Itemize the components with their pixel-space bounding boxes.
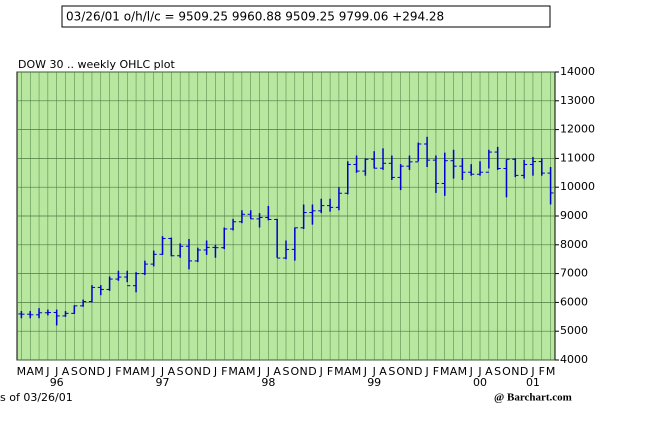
- x-tick-label: O: [79, 365, 88, 378]
- y-tick-label: 9000: [560, 209, 588, 222]
- x-tick-label: A: [62, 365, 70, 378]
- x-tick-label: O: [290, 365, 299, 378]
- x-tick-label: N: [194, 365, 202, 378]
- x-tick-label: J: [372, 365, 376, 378]
- year-label: 97: [156, 376, 170, 389]
- x-tick-label: F: [433, 365, 439, 378]
- x-tick-label: A: [26, 365, 34, 378]
- x-tick-label: N: [300, 365, 308, 378]
- x-tick-label: J: [213, 365, 217, 378]
- x-tick-label: M: [334, 365, 344, 378]
- x-tick-label: A: [450, 365, 458, 378]
- header-text: 03/26/01 o/h/l/c = 9509.25 9960.88 9509.…: [66, 10, 444, 24]
- x-tick-label: J: [257, 365, 261, 378]
- x-tick-label: A: [273, 365, 281, 378]
- x-tick-label: A: [379, 365, 387, 378]
- x-tick-label: J: [477, 365, 481, 378]
- x-tick-label: J: [107, 365, 111, 378]
- x-tick-label: S: [71, 365, 78, 378]
- x-tick-label: M: [458, 365, 468, 378]
- x-tick-label: M: [352, 365, 362, 378]
- x-tick-label: J: [266, 365, 270, 378]
- x-tick-label: M: [246, 365, 256, 378]
- x-tick-label: O: [396, 365, 405, 378]
- x-tick-label: D: [414, 365, 422, 378]
- y-tick-label: 14000: [560, 65, 595, 78]
- x-tick-label: D: [308, 365, 316, 378]
- year-label: 01: [526, 376, 540, 389]
- x-tick-label: M: [228, 365, 238, 378]
- x-tick-label: D: [202, 365, 210, 378]
- chart-title: DOW 30 .. weekly OHLC plot: [18, 58, 175, 71]
- x-tick-label: J: [424, 365, 428, 378]
- footer: s of 03/26/01: [0, 391, 73, 404]
- y-tick-label: 4000: [560, 353, 588, 366]
- year-label: 98: [261, 376, 275, 389]
- source: @ Barchart.com: [494, 392, 572, 404]
- header-box: [61, 5, 551, 28]
- x-tick-label: N: [405, 365, 413, 378]
- x-tick-label: M: [440, 365, 450, 378]
- year-label: 99: [367, 376, 381, 389]
- x-tick-label: S: [283, 365, 290, 378]
- x-tick-label: A: [238, 365, 246, 378]
- x-tick-label: J: [45, 365, 49, 378]
- x-tick-label: S: [494, 365, 501, 378]
- y-tick-label: 12000: [560, 123, 595, 136]
- x-tick-label: N: [511, 365, 519, 378]
- x-tick-label: O: [502, 365, 511, 378]
- x-tick-label: M: [140, 365, 150, 378]
- x-tick-label: A: [344, 365, 352, 378]
- x-tick-label: J: [469, 365, 473, 378]
- y-tick-label: 8000: [560, 238, 588, 251]
- x-tick-label: M: [122, 365, 132, 378]
- x-tick-label: J: [160, 365, 164, 378]
- y-tick-label: 11000: [560, 151, 595, 164]
- x-tick-label: F: [115, 365, 121, 378]
- x-tick-label: M: [34, 365, 44, 378]
- x-tick-label: O: [185, 365, 194, 378]
- x-tick-label: M: [546, 365, 556, 378]
- year-label: 96: [50, 376, 64, 389]
- x-tick-label: F: [539, 365, 545, 378]
- x-tick-label: F: [327, 365, 333, 378]
- x-tick-label: A: [485, 365, 493, 378]
- x-tick-label: D: [97, 365, 105, 378]
- x-tick-label: S: [177, 365, 184, 378]
- x-tick-label: D: [520, 365, 528, 378]
- x-tick-label: A: [132, 365, 140, 378]
- y-tick-label: 10000: [560, 180, 595, 193]
- y-tick-label: 5000: [560, 324, 588, 337]
- x-tick-label: J: [54, 365, 58, 378]
- x-tick-label: M: [17, 365, 27, 378]
- x-tick-label: N: [88, 365, 96, 378]
- year-label: 00: [473, 376, 487, 389]
- y-tick-label: 7000: [560, 267, 588, 280]
- x-tick-label: J: [151, 365, 155, 378]
- x-tick-label: S: [388, 365, 395, 378]
- y-tick-label: 6000: [560, 295, 588, 308]
- x-tick-label: J: [363, 365, 367, 378]
- x-tick-label: J: [530, 365, 534, 378]
- y-tick-label: 13000: [560, 94, 595, 107]
- x-tick-label: A: [168, 365, 176, 378]
- x-tick-label: F: [221, 365, 227, 378]
- x-tick-label: J: [319, 365, 323, 378]
